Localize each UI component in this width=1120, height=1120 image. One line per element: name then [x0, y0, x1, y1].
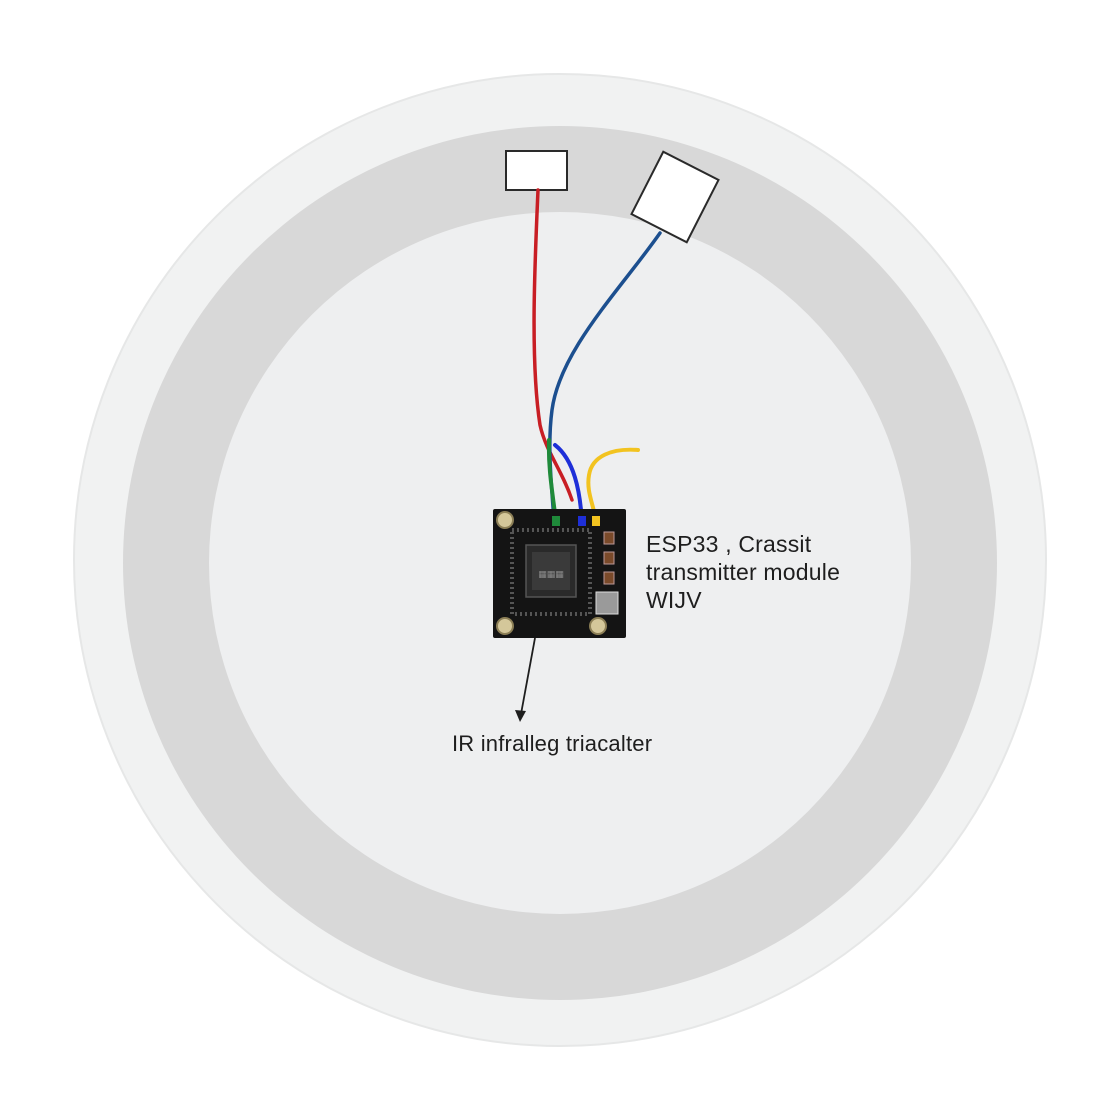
mount-hole — [496, 617, 514, 635]
smd-component — [603, 571, 615, 585]
esp-module-board: ▦▦▦ — [493, 509, 626, 638]
module-label-line: transmitter module — [646, 559, 841, 585]
mount-hole — [589, 617, 607, 635]
svg-text:▦▦▦: ▦▦▦ — [538, 570, 564, 580]
module-label-line: ESP33 , Crassit — [646, 531, 812, 557]
ir-pointer-arrowhead — [515, 710, 526, 722]
module-label-line: WIJV — [646, 587, 702, 613]
smd-component — [603, 551, 615, 565]
ir-pointer-line — [520, 637, 536, 715]
connector — [595, 591, 619, 615]
module-label: ESP33 , Crassit transmitter module WIJV — [646, 530, 840, 614]
smd-component — [603, 531, 615, 545]
sensor-pad-right — [630, 150, 720, 244]
red-wire — [532, 188, 574, 502]
mount-hole — [496, 511, 514, 529]
ir-label: IR infralleg triacalter — [452, 731, 653, 756]
sensor-pad-left — [505, 150, 568, 191]
yellow-wire — [586, 447, 640, 524]
